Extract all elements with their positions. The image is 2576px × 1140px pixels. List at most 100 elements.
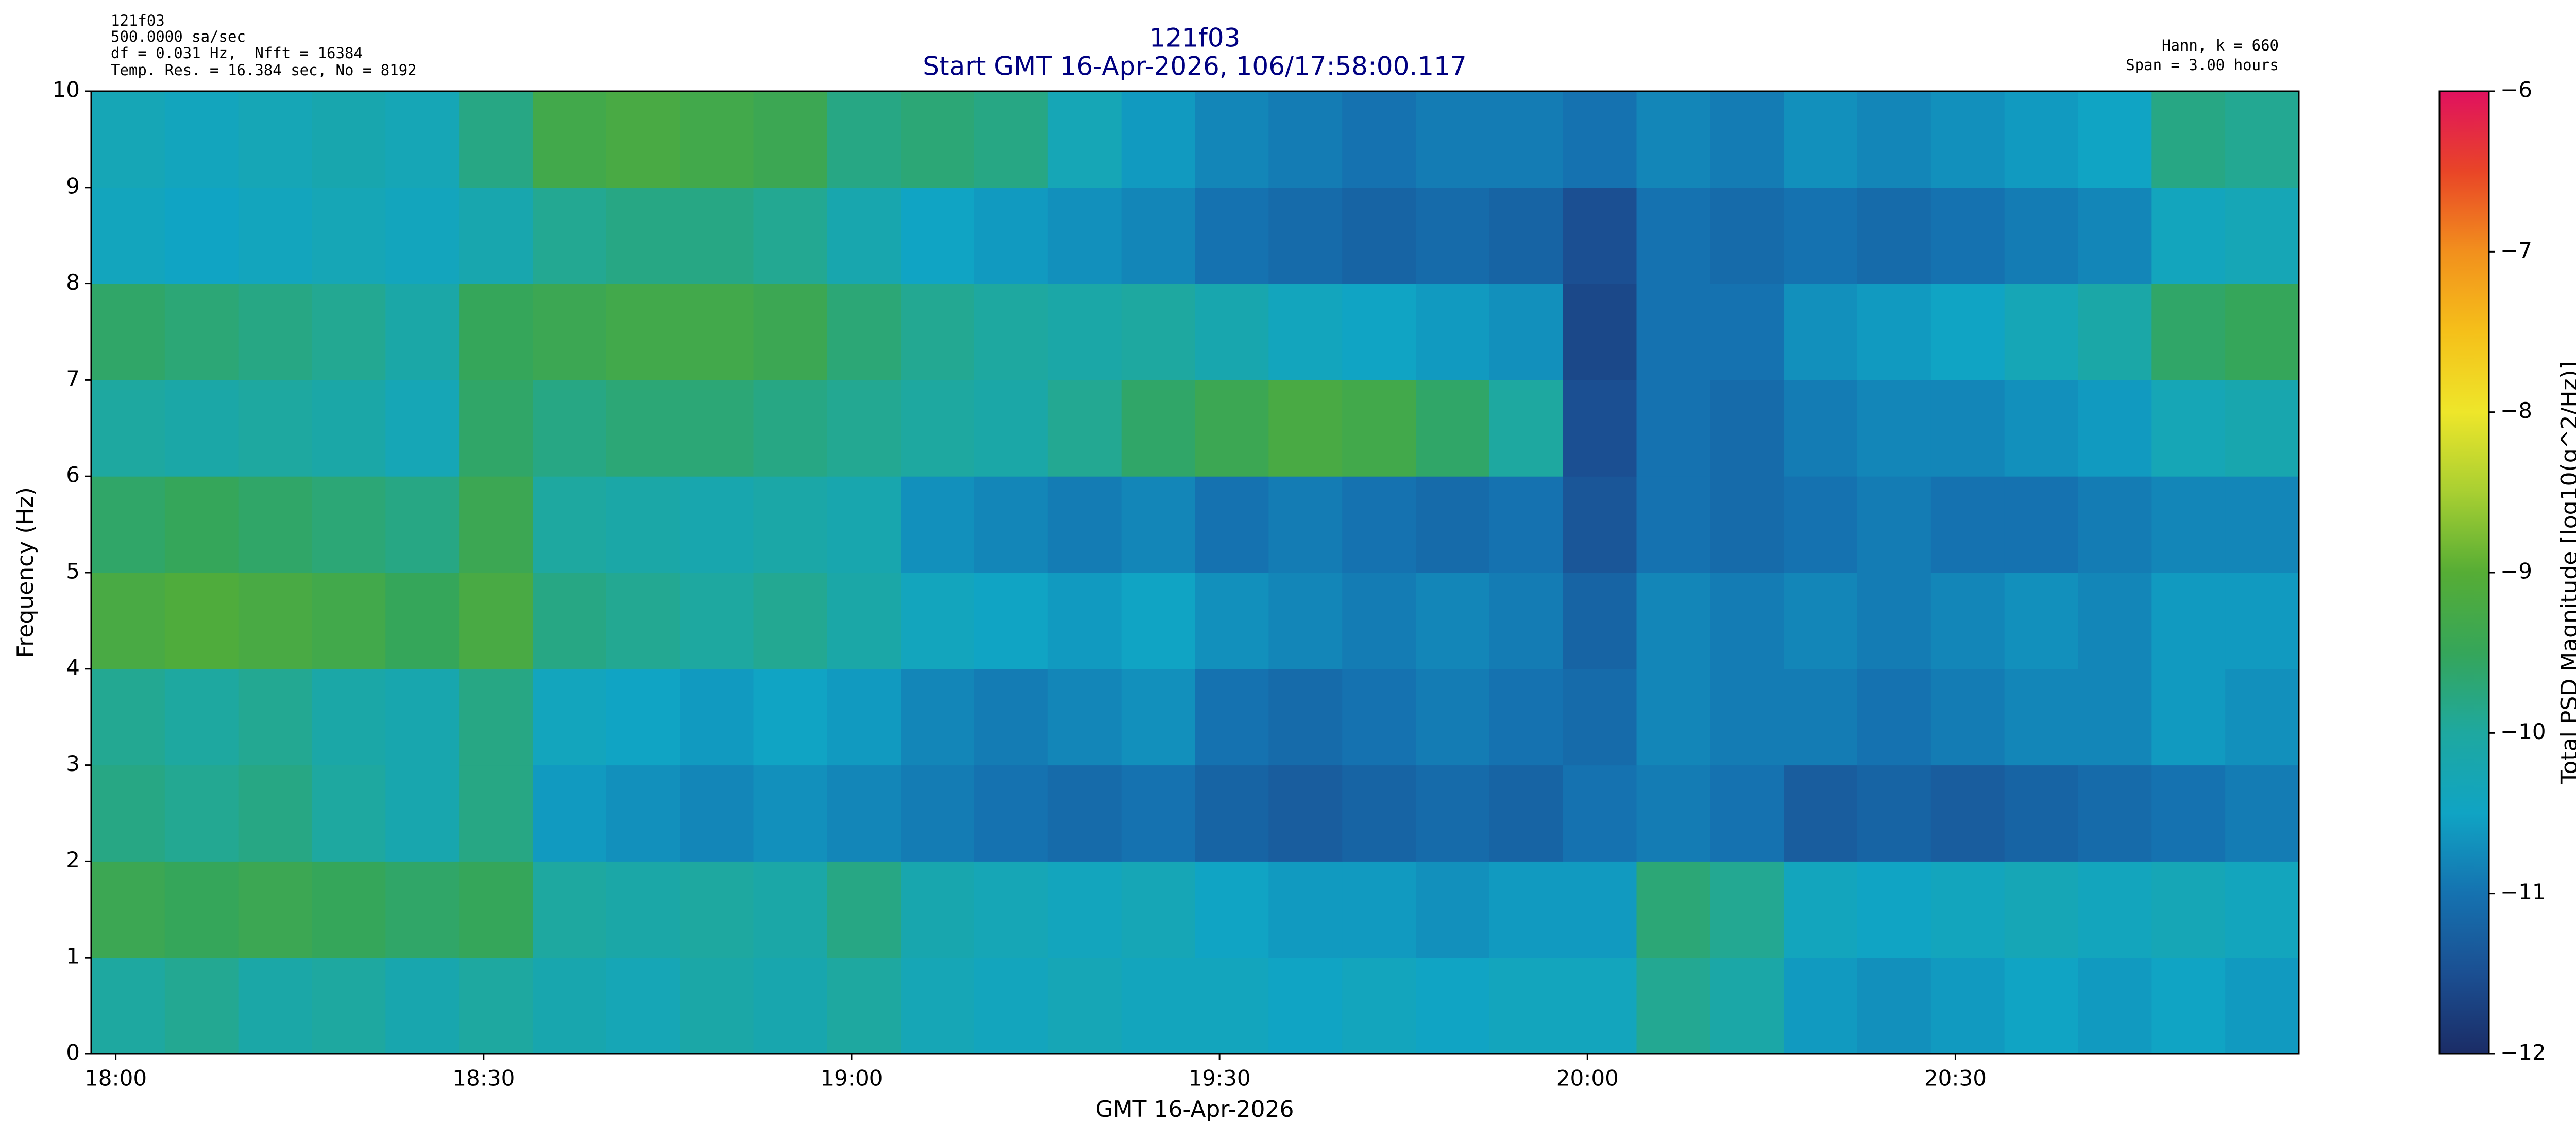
- heatmap-cell: [974, 283, 1048, 380]
- heatmap-cell: [385, 573, 460, 669]
- heatmap-cell: [2004, 573, 2078, 669]
- heatmap-cell: [1563, 958, 1637, 1054]
- heatmap-cell: [606, 958, 681, 1054]
- heatmap-cell: [1563, 380, 1637, 477]
- heatmap-cell: [2151, 91, 2226, 188]
- y-tick-label: 8: [66, 270, 80, 295]
- heatmap-cell: [385, 91, 460, 188]
- heatmap-cell: [1268, 573, 1343, 669]
- heatmap-cell: [2151, 861, 2226, 958]
- heatmap-cell: [238, 476, 312, 573]
- heatmap-cell: [2151, 958, 2226, 1054]
- heatmap-cell: [1784, 380, 1858, 477]
- heatmap-cell: [91, 765, 165, 862]
- heatmap-cell: [1489, 668, 1564, 766]
- heatmap-cell: [901, 958, 975, 1054]
- heatmap-cell: [753, 573, 827, 669]
- heatmap-cell: [459, 91, 533, 188]
- heatmap-cell: [91, 573, 165, 669]
- y-tick-label: 5: [66, 559, 80, 584]
- heatmap-cell: [1784, 668, 1858, 766]
- heatmap-cell: [680, 380, 754, 477]
- heatmap-cell: [1342, 958, 1416, 1054]
- heatmap-cell: [1268, 765, 1343, 862]
- heatmap-cell: [827, 187, 901, 284]
- heatmap-cell: [385, 187, 460, 284]
- heatmap-cell: [1710, 668, 1784, 766]
- chart-subtitle: Start GMT 16-Apr-2026, 106/17:58:00.117: [923, 52, 1466, 81]
- heatmap-cell: [1342, 668, 1416, 766]
- heatmap-cell: [312, 283, 386, 380]
- heatmap-cell: [459, 861, 533, 958]
- heatmap-cell: [164, 283, 239, 380]
- y-tick-label: 0: [66, 1040, 80, 1065]
- heatmap-cell: [312, 958, 386, 1054]
- heatmap-cell: [827, 573, 901, 669]
- heatmap-cell: [2225, 476, 2299, 573]
- heatmap-cell: [827, 476, 901, 573]
- heatmap-cell: [385, 283, 460, 380]
- heatmap-cell: [164, 861, 239, 958]
- heatmap-cell: [1857, 573, 1931, 669]
- heatmap-cell: [1268, 187, 1343, 284]
- heatmap-cell: [2225, 573, 2299, 669]
- heatmap-cell: [1930, 765, 2005, 862]
- heatmap-cell: [1489, 187, 1564, 284]
- heatmap-cell: [312, 668, 386, 766]
- heatmap-cell: [1563, 476, 1637, 573]
- heatmap-cell: [459, 187, 533, 284]
- heatmap-cell: [2078, 187, 2152, 284]
- heatmap-cell: [1784, 91, 1858, 188]
- heatmap-cell: [680, 573, 754, 669]
- heatmap-cell: [2225, 958, 2299, 1054]
- heatmap-cell: [2078, 91, 2152, 188]
- heatmap-cell: [164, 187, 239, 284]
- heatmap-cell: [974, 668, 1048, 766]
- heatmap-cell: [1489, 380, 1564, 477]
- heatmap-cell: [91, 283, 165, 380]
- heatmap-cell: [753, 91, 827, 188]
- heatmap-cell: [901, 380, 975, 477]
- heatmap-cell: [2004, 958, 2078, 1054]
- heatmap-cell: [238, 380, 312, 477]
- heatmap-cell: [1563, 91, 1637, 188]
- heatmap-cell: [606, 187, 681, 284]
- heatmap-cell: [1121, 573, 1195, 669]
- heatmap-cell: [91, 958, 165, 1054]
- chart-title: 121f03: [1149, 23, 1241, 53]
- heatmap-cell: [1636, 573, 1710, 669]
- heatmap-cell: [1416, 476, 1490, 573]
- heatmap-cell: [238, 958, 312, 1054]
- heatmap-cell: [1784, 573, 1858, 669]
- heatmap-cell: [1342, 187, 1416, 284]
- heatmap-cell: [1930, 861, 2005, 958]
- heatmap-cell: [385, 958, 460, 1054]
- heatmap-cell: [2078, 476, 2152, 573]
- heatmap-cell: [1710, 573, 1784, 669]
- heatmap-cell: [1121, 765, 1195, 862]
- x-tick-label: 19:30: [1189, 1066, 1251, 1091]
- heatmap-cell: [974, 91, 1048, 188]
- heatmap-cell: [1416, 765, 1490, 862]
- heatmap-cell: [1416, 668, 1490, 766]
- heatmap-cell: [1047, 861, 1122, 958]
- heatmap-cell: [459, 380, 533, 477]
- heatmap-cell: [2004, 187, 2078, 284]
- heatmap-cell: [2151, 765, 2226, 862]
- heatmap-cell: [2078, 958, 2152, 1054]
- heatmap-cell: [1636, 380, 1710, 477]
- heatmap-cell: [1784, 765, 1858, 862]
- heatmap-cell: [1857, 958, 1931, 1054]
- y-tick-label: 3: [66, 751, 80, 776]
- heatmap-cell: [1857, 187, 1931, 284]
- heatmap-cell: [1195, 91, 1269, 188]
- heatmap-cell: [901, 283, 975, 380]
- heatmap-cell: [1710, 187, 1784, 284]
- heatmap-cell: [1710, 380, 1784, 477]
- heatmap-cell: [753, 861, 827, 958]
- heatmap-cell: [1563, 668, 1637, 766]
- heatmap-cell: [680, 91, 754, 188]
- heatmap-cell: [1121, 668, 1195, 766]
- heatmap-cell: [2004, 476, 2078, 573]
- heatmap-cell: [606, 380, 681, 477]
